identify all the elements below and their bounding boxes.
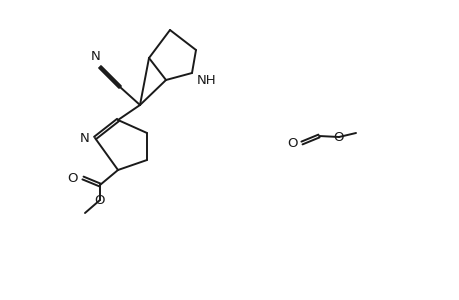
Text: N: N — [80, 131, 90, 145]
Text: O: O — [333, 130, 343, 143]
Text: O: O — [95, 194, 105, 206]
Text: NH: NH — [196, 74, 216, 87]
Text: O: O — [67, 172, 78, 184]
Text: N: N — [91, 50, 101, 63]
Text: O: O — [287, 136, 297, 149]
